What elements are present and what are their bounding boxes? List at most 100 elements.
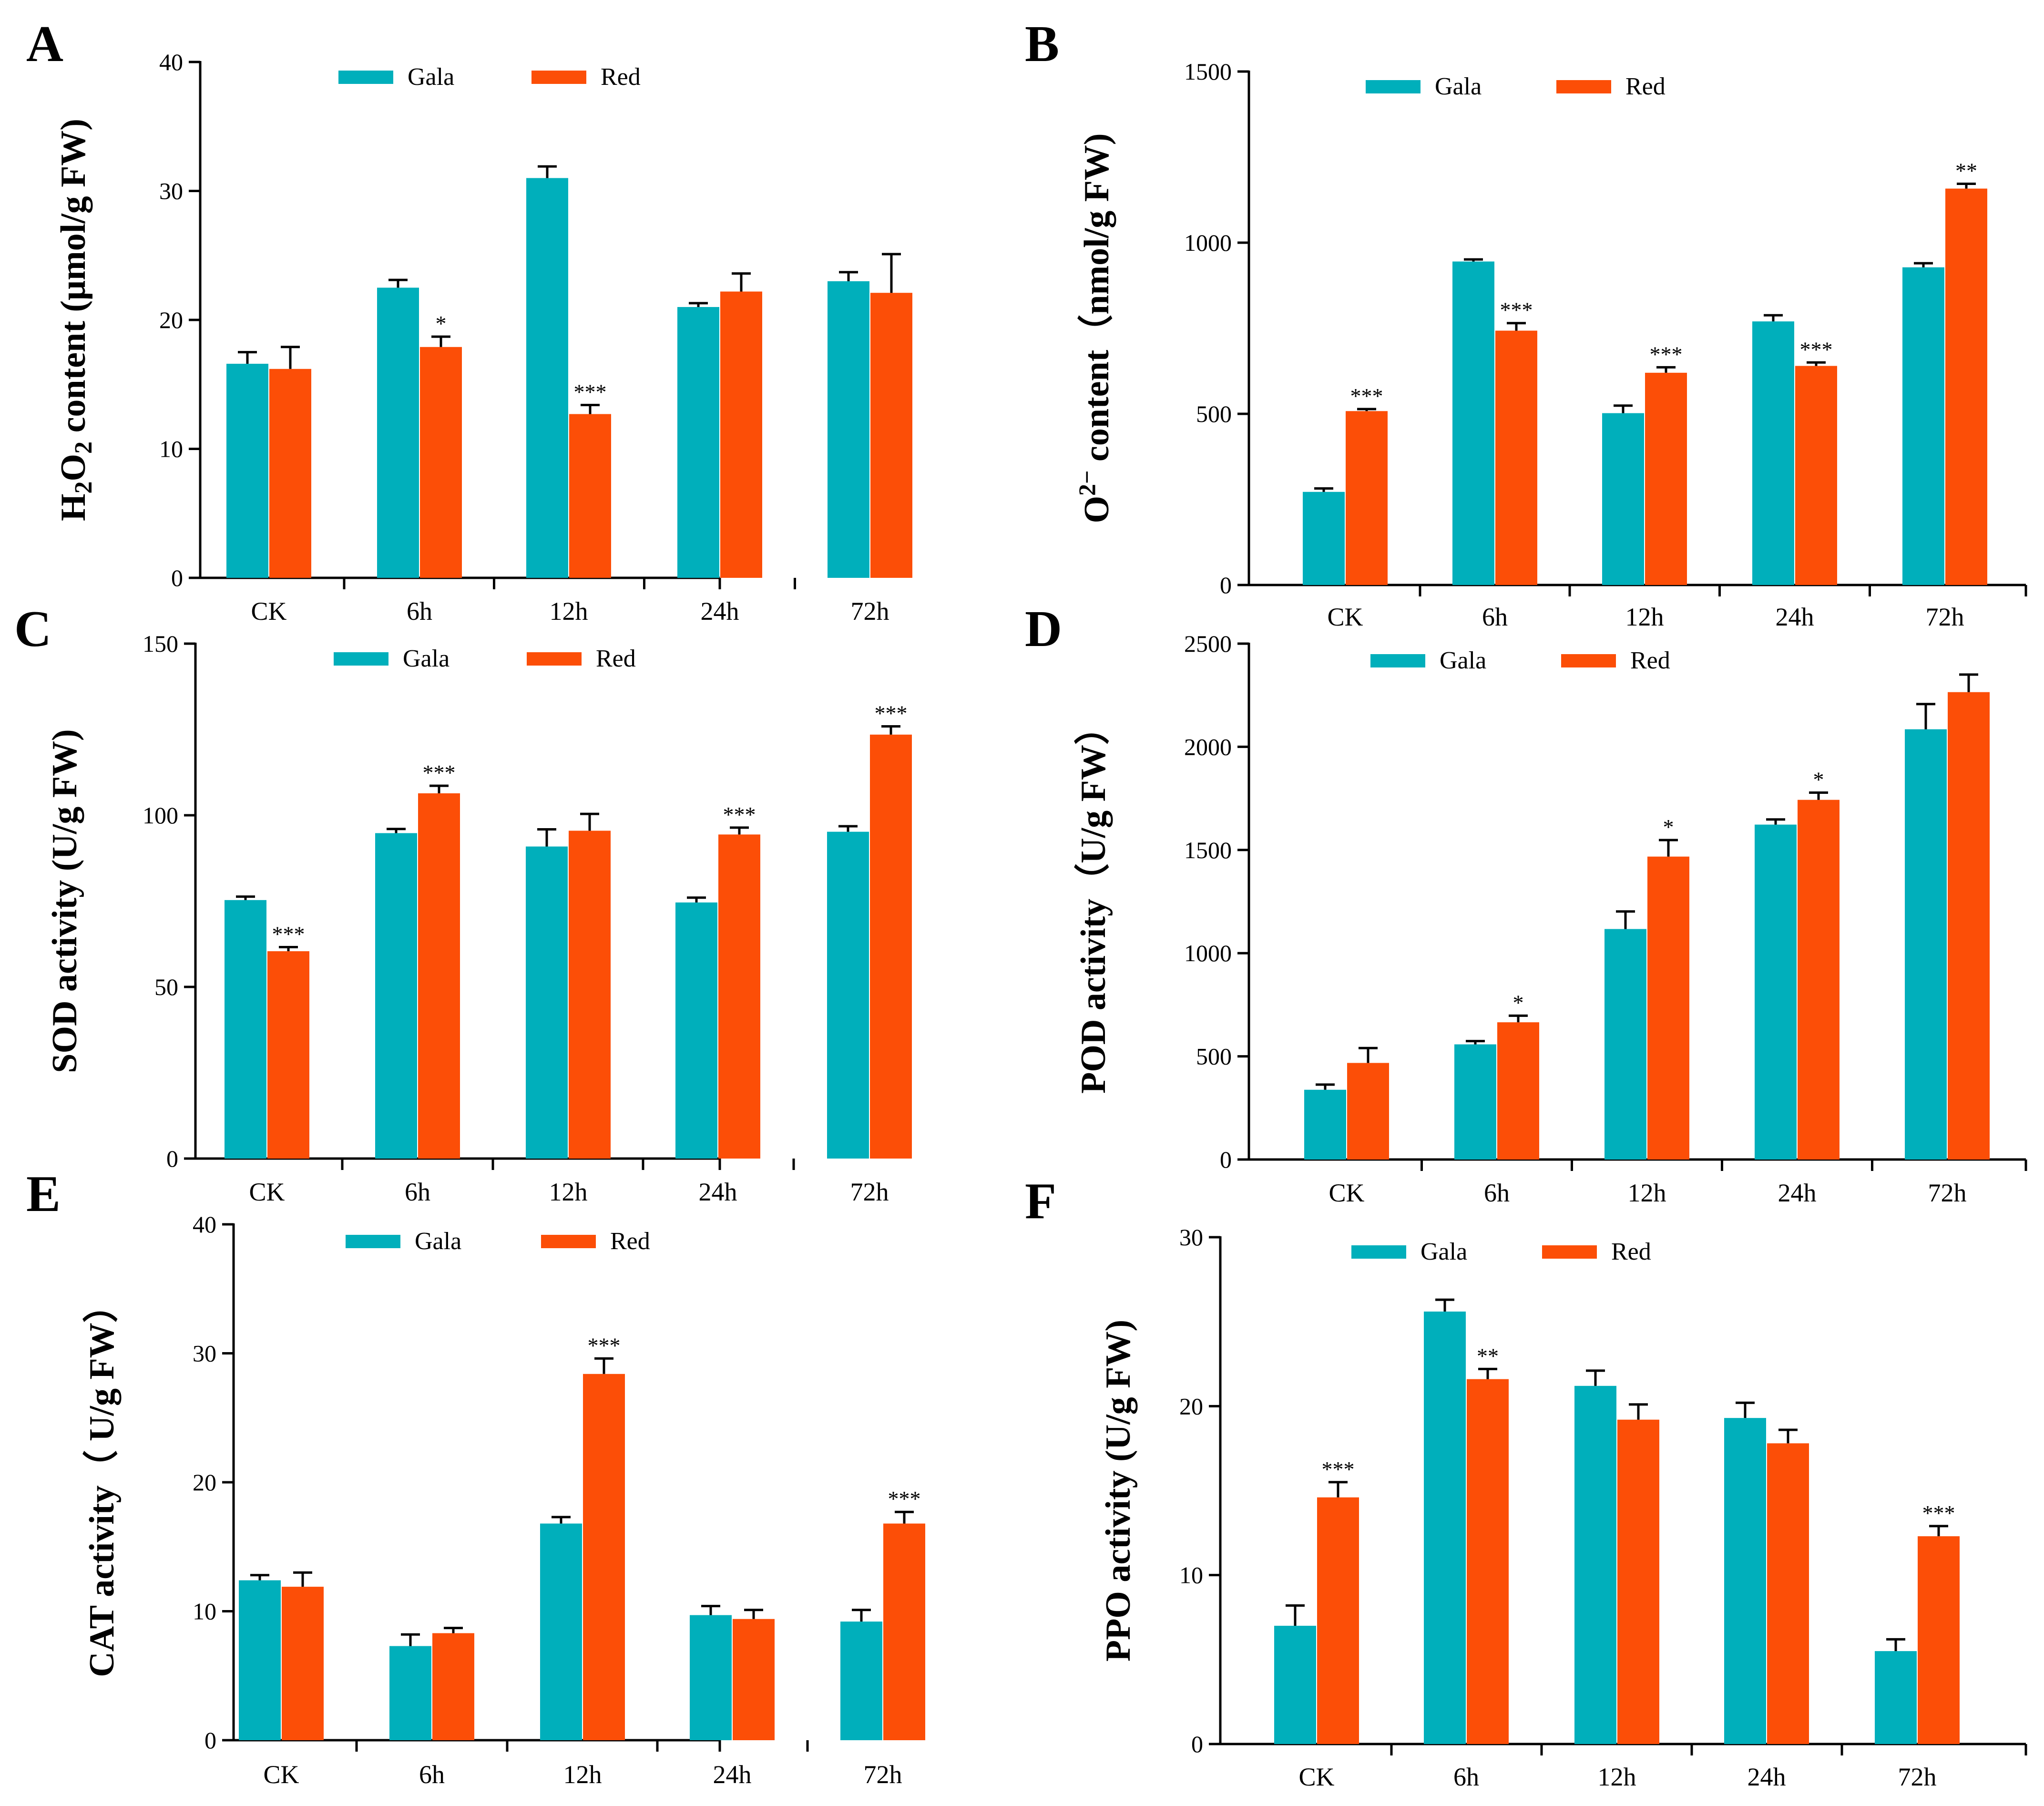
y-tick-label: 30	[193, 1340, 216, 1367]
y-tick-label: 30	[159, 178, 183, 205]
bar-red	[1767, 1443, 1809, 1744]
category-label: 6h	[419, 1760, 445, 1789]
error-bar-red	[431, 335, 450, 347]
bar-gala	[675, 902, 717, 1159]
legend-label-red: Red	[1625, 73, 1666, 100]
bar-gala	[226, 363, 268, 578]
bar-gala	[526, 178, 568, 578]
legend: Gala Red	[338, 63, 641, 91]
legend-swatch-gala	[1351, 1245, 1406, 1259]
error-bar-red	[1656, 366, 1676, 373]
error-bar-gala	[1435, 1298, 1454, 1312]
error-bar-red	[281, 346, 300, 369]
legend-swatch-gala	[1370, 654, 1425, 667]
error-bar-red	[279, 945, 298, 952]
bar-red	[1795, 366, 1837, 585]
error-bar-gala	[839, 271, 858, 281]
error-bar-gala	[1616, 910, 1635, 929]
significance-marker: **	[1955, 159, 1977, 183]
significance-marker: *	[436, 311, 447, 336]
error-bar-red	[895, 1510, 914, 1524]
category-label: 24h	[1776, 603, 1814, 631]
y-axis-label: CAT activity（ U/g FW）	[82, 1287, 122, 1677]
error-bar-red	[882, 253, 901, 293]
category-label: 6h	[1482, 603, 1508, 631]
bar-gala	[225, 900, 266, 1159]
error-bar-red	[1778, 1428, 1798, 1444]
bar-red	[1317, 1497, 1359, 1744]
significance-marker: ***	[875, 701, 908, 726]
error-bar-gala	[236, 895, 255, 900]
category-label: 72h	[1898, 1763, 1937, 1791]
category-label: 12h	[563, 1760, 602, 1789]
legend-label-red: Red	[601, 63, 641, 91]
category-label: CK	[263, 1760, 299, 1789]
bar-red	[432, 1633, 474, 1740]
bar-red	[733, 1619, 775, 1740]
category-label: 72h	[850, 1178, 889, 1206]
error-bar-gala	[538, 165, 557, 178]
error-bar-gala	[852, 1609, 871, 1622]
panel-a: A H2O2 content (μmol/g FW) 0 10 20 30 40 CK 6h 12…	[26, 16, 912, 626]
significance-marker: ***	[1650, 342, 1683, 366]
bar-gala	[377, 287, 419, 578]
error-bar-red	[1509, 1014, 1528, 1023]
error-bar-gala	[1614, 404, 1633, 413]
y-tick-label: 1000	[1184, 229, 1232, 256]
y-axis-label: PPO activity (U/g FW)	[1099, 1320, 1138, 1662]
y-tick-label: 100	[143, 802, 178, 829]
bar-red	[1497, 1022, 1539, 1160]
significance-marker: ***	[1922, 1501, 1955, 1525]
significance-marker: ***	[423, 760, 456, 785]
legend-swatch-red	[1561, 654, 1616, 667]
y-tick-label: 0	[166, 1145, 178, 1172]
panel-b: B O2− content（nmol/g FW) 0 500 1000 1500 CK 6h 1…	[1025, 16, 2027, 631]
category-label: 6h	[405, 1178, 430, 1206]
legend-swatch-red	[1542, 1245, 1597, 1259]
error-bar-gala	[1736, 1401, 1755, 1418]
bar-red	[282, 1587, 324, 1740]
panel-e: E CAT activity（ U/g FW） 0 10 20 30 40 CK 6h 12h 24…	[26, 1166, 925, 1789]
panel-letter: D	[1025, 601, 1062, 657]
category-label: 12h	[1625, 603, 1664, 631]
error-bar-red	[444, 1627, 463, 1633]
bar-gala	[1905, 729, 1947, 1160]
error-bar-red	[293, 1571, 312, 1587]
panel-f: F PPO activity (U/g FW) 0 10 20 30 CK 6h 12h 24h 7…	[1025, 1173, 2027, 1791]
legend-swatch-gala	[1366, 80, 1421, 93]
bar-red	[583, 1374, 625, 1740]
legend-swatch-gala	[334, 652, 388, 666]
bar-gala	[1574, 1385, 1616, 1744]
category-label: 12h	[550, 597, 588, 626]
error-bar-red	[1929, 1525, 1948, 1537]
significance-marker: *	[1513, 990, 1524, 1015]
category-label: CK	[251, 597, 286, 626]
error-bar-red	[1329, 1481, 1348, 1498]
error-bar-red	[1957, 183, 1976, 189]
y-axis-label: O2− content（nmol/g FW)	[1073, 133, 1116, 523]
y-tick-label: 10	[159, 436, 183, 462]
bar-gala	[526, 846, 568, 1159]
error-bar-gala	[838, 825, 858, 832]
bar-red	[269, 369, 311, 578]
bar-gala	[1755, 824, 1797, 1160]
panel-letter: C	[14, 601, 51, 657]
category-label: 12h	[1628, 1179, 1666, 1207]
bar-gala	[1274, 1625, 1316, 1744]
y-tick-label: 50	[154, 974, 178, 1000]
error-bar-gala	[1466, 1040, 1485, 1045]
y-tick-label: 1500	[1184, 837, 1232, 863]
bar-red	[1346, 411, 1388, 585]
bar-red	[1647, 856, 1689, 1160]
legend-label-gala: Gala	[408, 63, 454, 91]
category-label: 72h	[1928, 1179, 1967, 1207]
y-tick-label: 1000	[1184, 940, 1232, 966]
bar-gala	[840, 1621, 882, 1740]
bar-red	[1617, 1419, 1659, 1744]
error-bar-gala	[1314, 487, 1333, 492]
category-label: 72h	[851, 597, 889, 626]
significance-marker: ***	[574, 380, 607, 404]
legend-label-gala: Gala	[1440, 647, 1486, 674]
error-bar-gala	[1766, 818, 1785, 825]
error-bar-red	[1659, 839, 1678, 857]
